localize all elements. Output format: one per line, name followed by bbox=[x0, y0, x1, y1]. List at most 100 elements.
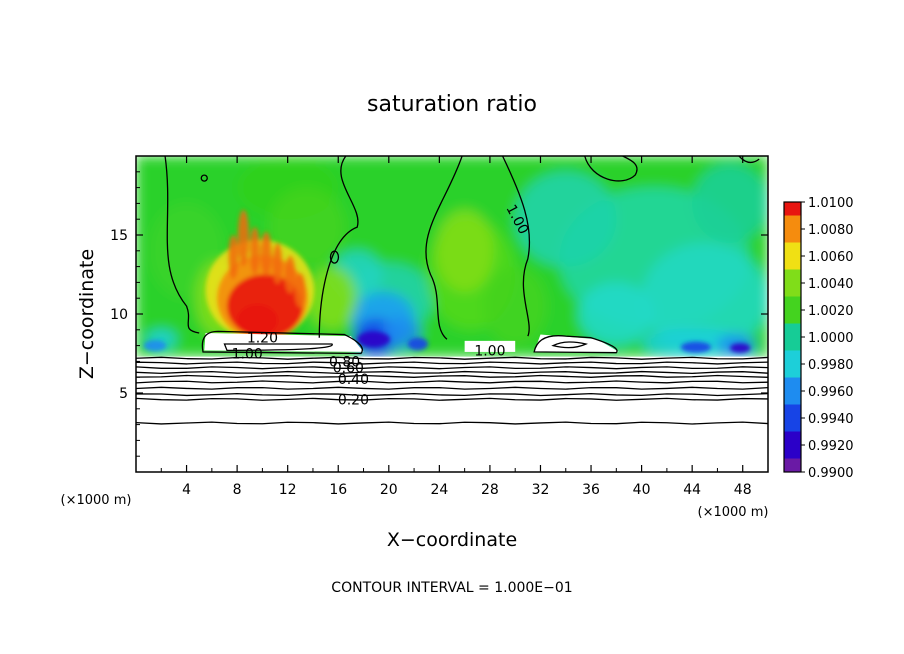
plume-finger bbox=[260, 231, 272, 277]
contour-label: 1.00 bbox=[474, 343, 505, 359]
colorbar-label: 1.0080 bbox=[808, 223, 854, 238]
x-tick-label: 12 bbox=[279, 482, 297, 498]
y-tick-label: 10 bbox=[110, 307, 128, 323]
colorbar-swatch bbox=[784, 256, 801, 270]
x-tick-label: 32 bbox=[532, 482, 550, 498]
colorbar-swatch bbox=[784, 350, 801, 364]
contour-lines bbox=[136, 156, 768, 425]
contour-line-0.8 bbox=[136, 366, 768, 370]
contour-cloud-left-inner bbox=[223, 343, 333, 351]
chart-title: saturation ratio bbox=[367, 92, 537, 117]
colorbar-swatch bbox=[784, 364, 801, 378]
plume-finger bbox=[228, 235, 239, 280]
contour-cloud-right-inner bbox=[551, 341, 588, 349]
contour-label: 0.60 bbox=[333, 361, 364, 377]
field-blob bbox=[435, 209, 494, 292]
colorbar-label: 1.0060 bbox=[808, 250, 854, 265]
contour-label: 0.20 bbox=[338, 392, 369, 408]
contour-line-0.6 bbox=[136, 374, 768, 378]
colorbar-label: 1.0040 bbox=[808, 277, 854, 292]
x-tick-label: 36 bbox=[582, 482, 600, 498]
colorbar-label: 1.0100 bbox=[808, 196, 854, 211]
warm-plume bbox=[143, 209, 751, 353]
contour-unity-left bbox=[164, 156, 200, 334]
colorbar-swatch bbox=[784, 296, 801, 310]
colorbar-label: 0.9900 bbox=[808, 466, 854, 481]
colorbar-swatch bbox=[784, 377, 801, 391]
x-tick-label: 28 bbox=[481, 482, 499, 498]
contour-cloud-left bbox=[201, 330, 363, 355]
field-blob bbox=[268, 187, 345, 267]
x-tick-label: 16 bbox=[329, 482, 347, 498]
x-unit-label-right: (×1000 m) bbox=[698, 505, 769, 520]
cold-pocket bbox=[407, 337, 428, 351]
field-low-region bbox=[136, 356, 768, 472]
cold-pocket bbox=[357, 331, 391, 348]
field-blob bbox=[641, 242, 768, 354]
colorbar-swatch bbox=[784, 229, 801, 243]
heatmap-field bbox=[136, 156, 768, 472]
contour-line-0.3 bbox=[136, 392, 768, 397]
x-tick-label: 48 bbox=[734, 482, 752, 498]
cold-pocket bbox=[680, 341, 712, 353]
x-unit-label-left: (×1000 m) bbox=[61, 493, 132, 508]
colorbar-label: 0.9980 bbox=[808, 358, 854, 373]
colorbar-swatch bbox=[784, 404, 801, 418]
plume-finger bbox=[237, 209, 250, 267]
contour-line-0.4 bbox=[136, 386, 768, 390]
contour-line-0.7 bbox=[136, 370, 768, 375]
colorbar-swatch bbox=[784, 283, 801, 297]
contour-label: 0.40 bbox=[338, 372, 369, 388]
contour-line-0.9 bbox=[136, 361, 768, 365]
field-blob bbox=[483, 266, 547, 346]
cloud-base-patch bbox=[534, 334, 619, 352]
contour-label: 0.80 bbox=[329, 354, 360, 370]
x-tick-label: 4 bbox=[182, 482, 191, 498]
field-blob bbox=[578, 282, 655, 346]
colorbar-label: 0.9920 bbox=[808, 439, 854, 454]
contour-line-0.5 bbox=[136, 380, 768, 384]
colorbar: 0.9900 0.9920 0.9940 0.9960 0.9980 1.0000 1.00… bbox=[783, 196, 854, 481]
colorbar-swatch bbox=[784, 323, 801, 337]
colorbar-swatch bbox=[784, 310, 801, 324]
contour-unity-right bbox=[501, 156, 531, 337]
contour-label: 1.20 bbox=[247, 331, 278, 347]
colorbar-swatch bbox=[784, 445, 801, 459]
contour-unity-top bbox=[584, 156, 638, 182]
x-tick-label: 40 bbox=[633, 482, 651, 498]
colorbar-swatch bbox=[784, 458, 801, 472]
colorbar-swatch bbox=[784, 431, 801, 445]
colorbar-swatch bbox=[784, 337, 801, 351]
colorbar-swatch bbox=[784, 242, 801, 256]
x-tick-label: 20 bbox=[380, 482, 398, 498]
contour-small-loop bbox=[200, 174, 208, 182]
contour-small-loop bbox=[329, 250, 340, 264]
x-axis-label: X−coordinate bbox=[387, 529, 517, 551]
cloud-base-patch bbox=[464, 340, 516, 352]
plume-finger bbox=[272, 242, 283, 284]
colorbar-swatch bbox=[784, 269, 801, 283]
colorbar-label: 0.9960 bbox=[808, 385, 854, 400]
contour-label: 1.00 bbox=[232, 347, 263, 363]
contour-interval-note: CONTOUR INTERVAL = 1.000E−01 bbox=[331, 580, 572, 596]
y-axis-label: Z−coordinate bbox=[76, 249, 98, 379]
colorbar-swatch bbox=[784, 391, 801, 405]
field-blob bbox=[515, 171, 617, 267]
contour-cloud-right bbox=[533, 335, 618, 354]
plume-core bbox=[237, 304, 278, 337]
colorbar-label: 1.0000 bbox=[808, 331, 854, 346]
cold-pocket bbox=[143, 340, 167, 352]
plot-area: 1.201.00 0.800.600.400.201.001.00 4 8 12 16 2… bbox=[110, 155, 769, 498]
colorbar-swatch bbox=[784, 202, 801, 216]
y-tick-label: 5 bbox=[119, 386, 128, 402]
contour-unity-center bbox=[318, 156, 359, 338]
x-tick-label: 44 bbox=[683, 482, 701, 498]
colorbar-label: 1.0020 bbox=[808, 304, 854, 319]
x-axis: 4 8 12 16 20 24 28 32 36 40 44 48 bbox=[160, 156, 752, 498]
contour-unity-mid bbox=[425, 156, 463, 340]
field-blob bbox=[306, 266, 358, 330]
x-tick-label: 8 bbox=[233, 482, 242, 498]
field-blob bbox=[692, 163, 768, 243]
colorbar-swatch bbox=[784, 215, 801, 229]
